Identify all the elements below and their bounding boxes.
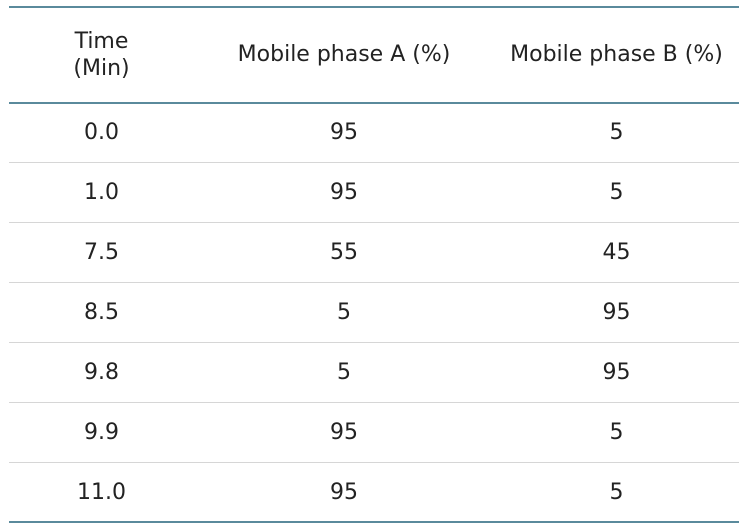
table-top-rule	[9, 6, 739, 8]
cell-time: 8.5	[84, 299, 119, 325]
table-row: 8.5 5 95	[9, 283, 739, 343]
cell-mobile-phase-b: 5	[609, 479, 624, 505]
cell-mobile-phase-b: 5	[609, 179, 624, 205]
table-header: Time (Min) Mobile phase A (%) Mobile pha…	[9, 8, 739, 104]
cell-time: 7.5	[84, 239, 119, 265]
cell-time: 9.8	[84, 359, 119, 385]
cell-mobile-phase-b: 45	[602, 239, 631, 265]
cell-mobile-phase-a: 5	[337, 299, 351, 325]
cell-mobile-phase-b: 95	[602, 299, 631, 325]
cell-time: 0.0	[84, 119, 119, 145]
cell-time: 1.0	[84, 179, 119, 205]
table-row: 9.8 5 95	[9, 343, 739, 403]
cell-mobile-phase-a: 95	[330, 419, 358, 445]
header-time: Time (Min)	[73, 28, 130, 82]
cell-time: 9.9	[84, 419, 119, 445]
table-row: 0.0 95 5	[9, 103, 739, 163]
cell-mobile-phase-b: 5	[609, 419, 624, 445]
cell-mobile-phase-a: 95	[330, 479, 358, 505]
table-row: 11.0 95 5	[9, 463, 739, 523]
cell-mobile-phase-a: 55	[330, 239, 358, 265]
table-row: 1.0 95 5	[9, 163, 739, 223]
table-row: 7.5 55 45	[9, 223, 739, 283]
cell-mobile-phase-b: 95	[602, 359, 631, 385]
header-mobile-phase-a: Mobile phase A (%)	[237, 42, 451, 68]
table-bottom-rule	[9, 521, 739, 523]
table-row: 9.9 95 5	[9, 403, 739, 463]
cell-mobile-phase-a: 95	[330, 119, 358, 145]
cell-mobile-phase-b: 5	[609, 119, 624, 145]
cell-time: 11.0	[77, 479, 126, 505]
header-mobile-phase-b: Mobile phase B (%)	[510, 42, 723, 68]
cell-mobile-phase-a: 5	[337, 359, 351, 385]
cell-mobile-phase-a: 95	[330, 179, 358, 205]
